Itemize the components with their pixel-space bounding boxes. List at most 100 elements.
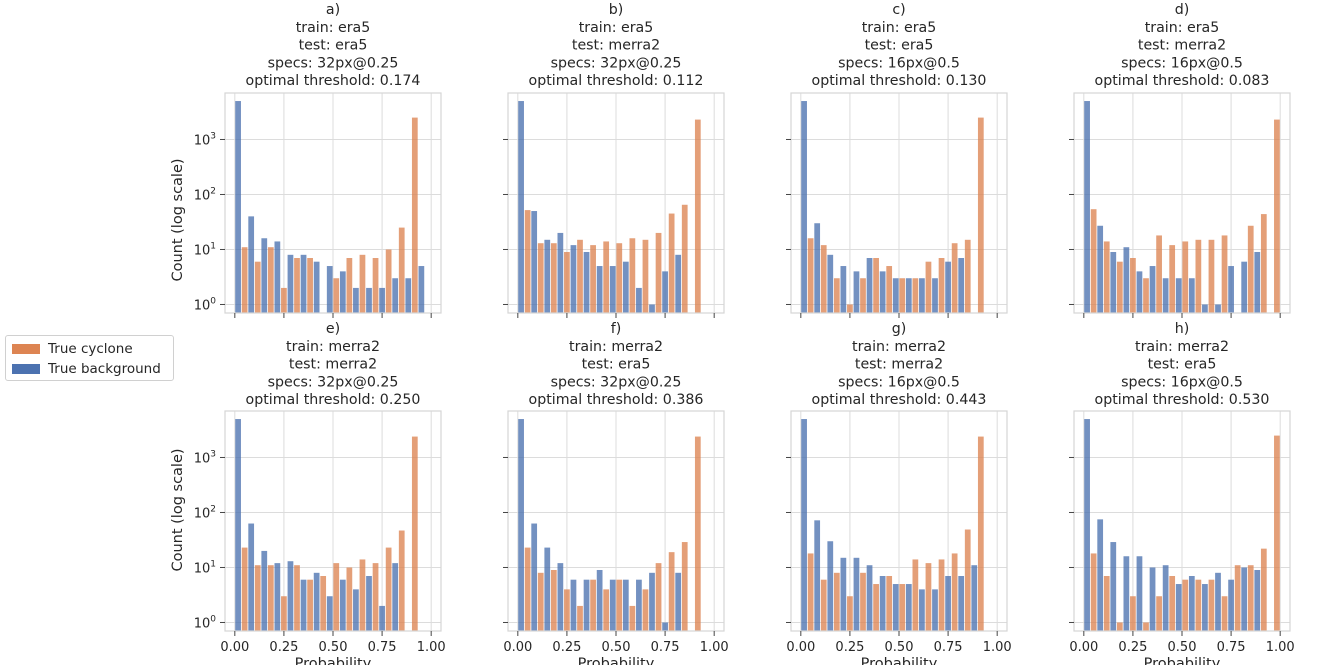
subplot-title-line: train: era5 <box>862 20 937 36</box>
bar-cyclone <box>681 204 688 313</box>
bar-cyclone <box>333 563 340 631</box>
bar-background <box>518 101 524 313</box>
bar-background <box>326 266 333 313</box>
bar-cyclone <box>899 584 906 631</box>
bar-cyclone <box>1130 258 1136 313</box>
x-tick-label: 0.75 <box>368 640 397 655</box>
bar-cyclone <box>359 559 366 631</box>
subplot-title-line: g) <box>892 321 907 337</box>
subplot-title-line: train: era5 <box>296 20 371 36</box>
bar-cyclone <box>550 569 557 631</box>
bar-cyclone <box>1169 245 1176 313</box>
bar-cyclone <box>307 258 313 313</box>
ylabel-bottom: Count (log scale) <box>170 448 186 571</box>
bar-cyclone <box>1130 596 1136 631</box>
subplot-title-line: f) <box>611 321 622 337</box>
bar-cyclone <box>411 117 418 313</box>
bar-cyclone <box>564 589 570 631</box>
bar-background <box>1084 419 1090 631</box>
x-tick-label: 0.00 <box>786 640 815 655</box>
bar-cyclone <box>1156 596 1162 631</box>
bar-background <box>919 278 925 313</box>
bar-cyclone <box>833 572 840 631</box>
bar-background <box>945 261 951 313</box>
bar-background <box>1097 225 1104 313</box>
subplot-title-line: train: era5 <box>1145 20 1220 36</box>
bar-background <box>1202 584 1208 631</box>
bar-background <box>662 271 668 313</box>
bar-cyclone <box>537 572 544 631</box>
subplot-title-line: optimal threshold: 0.443 <box>812 392 987 408</box>
bar-cyclone <box>564 251 570 313</box>
bar-background <box>1136 556 1143 631</box>
bar-cyclone <box>964 239 971 313</box>
bar-cyclone <box>1103 576 1110 631</box>
bar-background <box>353 287 359 313</box>
bar-cyclone <box>616 243 623 313</box>
bar-cyclone <box>938 258 945 313</box>
bar-background <box>636 287 642 313</box>
bar-cyclone <box>925 563 932 631</box>
bar-background <box>418 266 425 313</box>
legend-swatch-cyclone <box>12 344 40 354</box>
bar-cyclone <box>616 579 623 631</box>
bar-background <box>583 251 590 313</box>
bar-cyclone <box>411 436 418 631</box>
x-tick-label: 0.25 <box>269 640 298 655</box>
ylabel-top: Count (log scale) <box>170 158 186 281</box>
x-tick-label: 0.25 <box>552 640 581 655</box>
subplot-title-line: specs: 32px@0.25 <box>551 55 682 71</box>
subplot-title-line: c) <box>892 2 905 18</box>
bar-cyclone <box>307 579 313 631</box>
bar-background <box>518 419 524 631</box>
bar-cyclone <box>938 559 945 631</box>
bar-cyclone <box>577 605 583 631</box>
bar-cyclone <box>1274 435 1280 631</box>
bar-cyclone <box>873 258 879 313</box>
bar-background <box>353 589 359 631</box>
bar-background <box>570 245 577 313</box>
legend-label-background: True background <box>48 361 161 377</box>
bar-background <box>531 211 538 313</box>
bar-background <box>840 557 847 631</box>
bar-background <box>248 216 255 313</box>
subplot-title-line: e) <box>326 321 340 337</box>
x-tick-label: 0.25 <box>1118 640 1147 655</box>
bar-background <box>261 238 268 313</box>
bar-cyclone <box>820 245 827 313</box>
bar-background <box>274 563 281 631</box>
bar-background <box>326 596 333 631</box>
bar-cyclone <box>1182 241 1189 313</box>
bar-cyclone <box>912 278 919 313</box>
bar-cyclone <box>346 258 353 313</box>
bar-background <box>248 523 255 631</box>
bar-background <box>1228 579 1234 631</box>
x-tick-label: 0.75 <box>651 640 680 655</box>
bar-background <box>1097 519 1104 631</box>
subplot-title-line: optimal threshold: 0.174 <box>246 73 421 89</box>
bar-cyclone <box>603 589 610 631</box>
subplot-title-line: test: era5 <box>299 38 368 54</box>
bar-background <box>1241 567 1248 631</box>
subplot-title-line: test: era5 <box>582 357 651 373</box>
bar-cyclone <box>1208 579 1215 631</box>
subplot-title-line: specs: 16px@0.5 <box>838 55 960 71</box>
bar-cyclone <box>1116 261 1123 313</box>
bar-cyclone <box>1247 565 1254 631</box>
bar-background <box>801 101 807 313</box>
bar-cyclone <box>833 278 840 313</box>
subplot-title-line: train: merra2 <box>1135 339 1229 355</box>
bar-background <box>622 579 629 631</box>
bar-cyclone <box>886 266 893 313</box>
bar-cyclone <box>655 232 662 313</box>
bar-background <box>1254 569 1261 631</box>
bar-cyclone <box>294 565 300 631</box>
x-tick-label: 0.75 <box>1217 640 1246 655</box>
bar-background <box>675 572 682 631</box>
bar-cyclone <box>807 238 814 313</box>
y-tick-label: 102 <box>194 186 216 203</box>
